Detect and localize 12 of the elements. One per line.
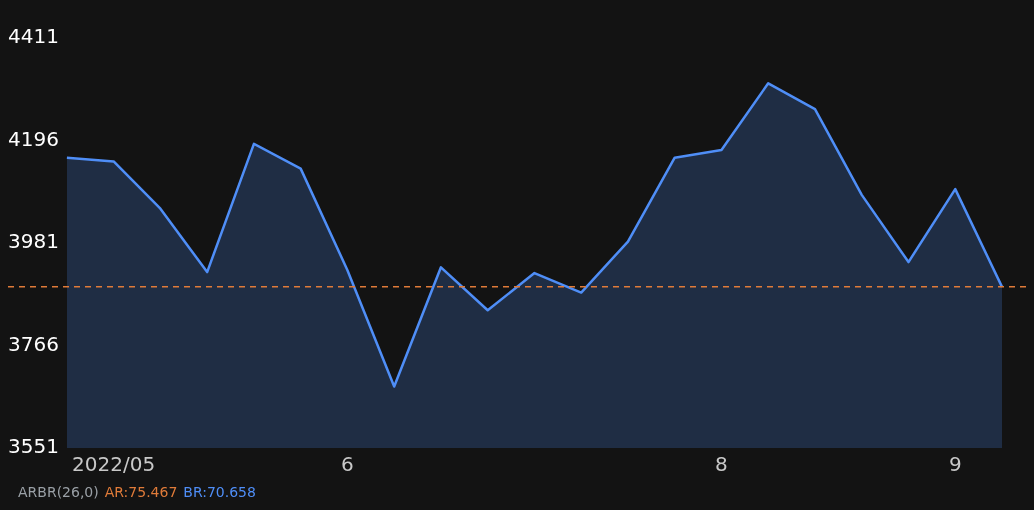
x-tick-label: 6 bbox=[341, 452, 354, 477]
y-tick-label: 3551 bbox=[8, 434, 59, 459]
y-tick-label: 3766 bbox=[8, 331, 59, 356]
text: AR:75.467 bbox=[104, 484, 178, 500]
x-tick-label: 9 bbox=[948, 452, 962, 477]
x-tick-label: 8 bbox=[715, 452, 728, 477]
x-tick-label: 2022/05 bbox=[72, 452, 156, 477]
text: ARBR(26,0) bbox=[18, 484, 99, 500]
y-tick-label: 4411 bbox=[8, 24, 59, 49]
y-tick-label: 4196 bbox=[8, 126, 59, 151]
y-tick-label: 3981 bbox=[8, 229, 59, 254]
text: BR:70.658 bbox=[183, 484, 256, 500]
